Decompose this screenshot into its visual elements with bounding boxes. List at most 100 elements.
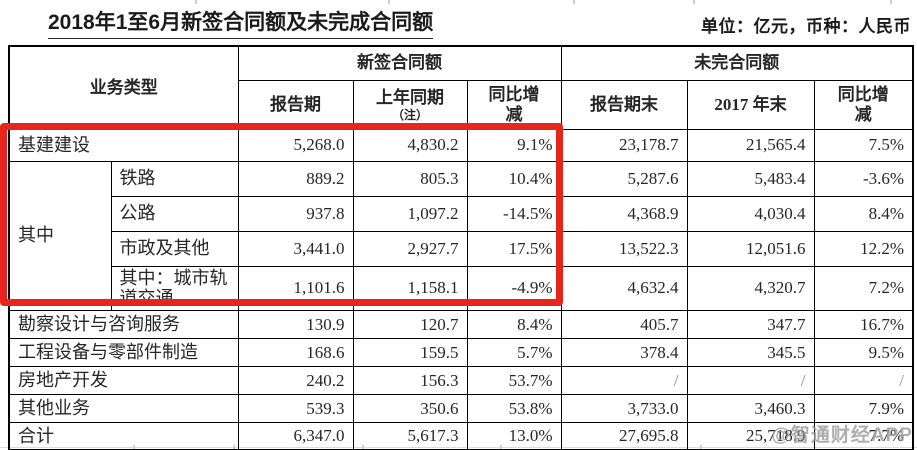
cell-backlog-change: -3.6% [813, 160, 914, 197]
cell-backlog-current: 13,522.3 [560, 230, 688, 267]
crop-artifact-tick [573, 0, 575, 4]
table-row: 勘察设计与咨询服务 130.9 120.7 8.4% 405.7 347.7 1… [8, 309, 914, 339]
cell-new-change: -14.5% [466, 195, 562, 232]
cell-new-change: 8.4% [466, 309, 562, 339]
cell-new-prior: 156.3 [352, 365, 468, 395]
table-row: 其他业务 539.3 350.6 53.8% 3,733.0 3,460.3 7… [8, 393, 914, 423]
table-row-total: 合计 6,347.0 5,617.3 13.0% 27,695.8 25,718… [8, 421, 914, 450]
watermark: @智通财经APP [771, 425, 913, 446]
cell-backlog-2017: 4,320.7 [686, 265, 815, 311]
cell-backlog-current: 378.4 [560, 337, 688, 367]
header-backlog-current: 报告期末 [560, 79, 688, 130]
crop-artifact-tick [195, 0, 197, 4]
cell-backlog-current: 4,632.4 [560, 265, 688, 311]
cell-new-current: 6,347.0 [237, 421, 354, 450]
cell-backlog-2017: 5,483.4 [686, 160, 815, 197]
cell-new-change: 5.7% [466, 337, 562, 367]
row-label: 其中：城市轨道交通 [110, 265, 239, 311]
cell-new-prior: 1,097.2 [352, 195, 468, 232]
row-label: 房地产开发 [8, 365, 239, 395]
table-row: 市政及其他 3,441.0 2,927.7 17.5% 13,522.3 12,… [9, 230, 914, 267]
cell-new-prior: 1,158.1 [352, 265, 468, 311]
cell-backlog-current: 405.7 [560, 309, 688, 339]
cell-new-current: 889.2 [237, 160, 354, 197]
row-label: 合计 [8, 421, 239, 450]
cell-backlog-change: 16.7% [813, 309, 914, 339]
cell-new-prior: 120.7 [352, 309, 468, 339]
cell-new-change: 10.4% [466, 160, 562, 197]
cell-backlog-current: / [560, 365, 688, 395]
cell-new-current: 168.6 [237, 337, 354, 367]
header-new-prior-label: 上年同期 [376, 88, 444, 108]
cell-new-prior: 2,927.7 [352, 230, 468, 267]
row-label: 公路 [110, 195, 239, 232]
cell-new-prior: 4,830.2 [352, 128, 468, 162]
cell-new-current: 539.3 [237, 393, 354, 423]
cell-new-prior: 805.3 [352, 160, 468, 197]
header-business-type: 业务类型 [8, 45, 239, 130]
row-label: 市政及其他 [110, 230, 239, 267]
table-row: 其中 铁路 889.2 805.3 10.4% 5,287.6 5,483.4 … [8, 160, 914, 311]
cell-backlog-current: 4,368.9 [560, 195, 688, 232]
cell-backlog-current: 3,733.0 [560, 393, 688, 423]
table-row: 其中：城市轨道交通 1,101.6 1,158.1 -4.9% 4,632.4 … [9, 265, 914, 311]
cell-new-current: 240.2 [237, 365, 354, 395]
cell-backlog-2017: 12,051.6 [686, 230, 815, 267]
cell-new-prior: 5,617.3 [352, 421, 468, 450]
cell-backlog-change: 12.2% [813, 230, 914, 267]
cell-new-change: 13.0% [466, 421, 562, 450]
table-row: 房地产开发 240.2 156.3 53.7% / / / [8, 365, 914, 395]
header-backlog-change: 同比增 减 [813, 79, 914, 130]
row-label: 铁路 [110, 160, 239, 197]
cell-backlog-2017: 21,565.4 [686, 128, 815, 162]
header-new-prior: 上年同期 （注） [352, 79, 468, 130]
cell-new-current: 5,268.0 [237, 128, 354, 162]
cell-backlog-current: 23,178.7 [560, 128, 688, 162]
header-group-new-contracts: 新签合同额 [237, 45, 562, 81]
table-row: 公路 937.8 1,097.2 -14.5% 4,368.9 4,030.4 … [9, 195, 914, 232]
header-new-prior-note: （注） [391, 107, 428, 122]
row-label: 其他业务 [8, 393, 239, 423]
table-row: 工程设备与零部件制造 168.6 159.5 5.7% 378.4 345.5 … [8, 337, 914, 367]
cell-backlog-2017: 347.7 [686, 309, 815, 339]
cell-backlog-2017: 25,718.9 [686, 421, 815, 450]
cell-backlog-change: 8.4% [813, 195, 914, 232]
cell-new-current: 1,101.6 [237, 265, 354, 311]
contracts-table: 业务类型 新签合同额 未完合同额 报告期 上年同期 （注） 同比增 减 报告期末… [8, 45, 915, 450]
row-label: 工程设备与零部件制造 [8, 337, 239, 367]
cell-new-prior: 159.5 [352, 337, 468, 367]
cell-new-current: 130.9 [237, 309, 354, 339]
cell-backlog-change: 7.7% [813, 421, 914, 450]
cell-backlog-2017: 4,030.4 [686, 195, 815, 232]
unit-currency-note: 单位：亿元，币种：人民币 [701, 17, 911, 36]
header-backlog-2017: 2017 年末 [686, 79, 815, 130]
cell-backlog-change: 7.2% [813, 265, 914, 311]
cell-new-prior: 350.6 [352, 393, 468, 423]
crop-artifact-tick [693, 0, 695, 4]
cell-backlog-current: 27,695.8 [560, 421, 688, 450]
cell-backlog-change: 9.5% [813, 337, 914, 367]
cell-new-current: 3,441.0 [237, 230, 354, 267]
table-row: 基建建设 5,268.0 4,830.2 9.1% 23,178.7 21,56… [8, 128, 914, 162]
header-group-backlog: 未完合同额 [560, 45, 914, 81]
crop-artifact-tick [890, 0, 892, 4]
row-label: 勘察设计与咨询服务 [8, 309, 239, 339]
cell-backlog-2017: / [686, 365, 815, 395]
cell-backlog-current: 5,287.6 [560, 160, 688, 197]
table-header-group-row: 业务类型 新签合同额 未完合同额 [8, 45, 914, 130]
page-title: 2018年1至6月新签合同额及未完成合同额 [48, 10, 434, 39]
title-bar: 2018年1至6月新签合同额及未完成合同额 单位：亿元，币种：人民币 [0, 0, 917, 45]
header-new-change: 同比增 减 [466, 79, 562, 130]
cell-backlog-change: 7.5% [813, 128, 914, 162]
table-header-sub-row: 报告期 上年同期 （注） 同比增 减 报告期末 2017 年末 同比增 减 [9, 79, 914, 130]
cell-new-change: 53.8% [466, 393, 562, 423]
subgroup-label: 其中 [8, 160, 112, 311]
cell-backlog-change: / [813, 365, 914, 395]
cell-backlog-2017: 345.5 [686, 337, 815, 367]
cell-new-change: 9.1% [466, 128, 562, 162]
cell-backlog-change: 7.9% [813, 393, 914, 423]
cell-new-change: 17.5% [466, 230, 562, 267]
cell-new-current: 937.8 [237, 195, 354, 232]
cell-backlog-2017: 3,460.3 [686, 393, 815, 423]
